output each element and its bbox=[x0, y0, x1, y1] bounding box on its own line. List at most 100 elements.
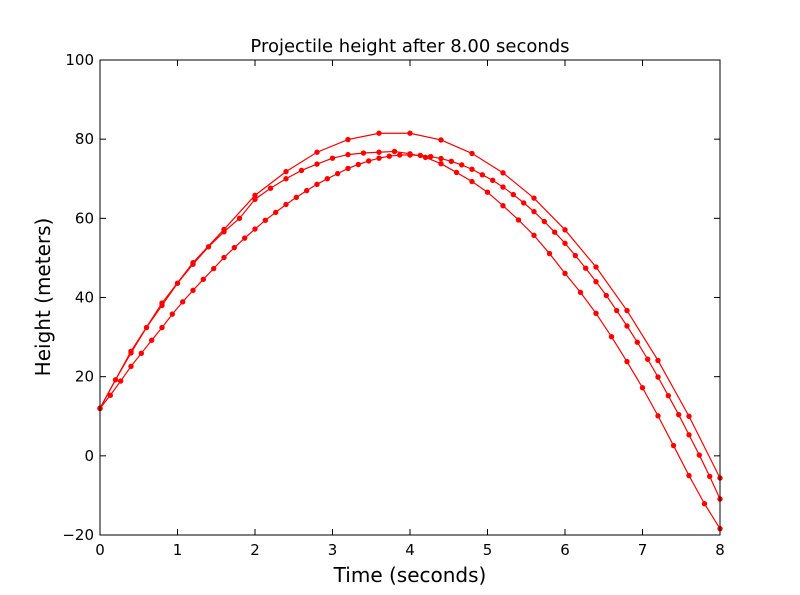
series-2-point-23 bbox=[334, 170, 341, 177]
series-2-point-48 bbox=[593, 278, 599, 285]
x-tick-label-8: 8 bbox=[715, 541, 725, 559]
series-1-point-9 bbox=[236, 215, 243, 222]
series-1-point-4 bbox=[159, 302, 165, 309]
series-0-point-9 bbox=[376, 130, 382, 136]
series-1-point-27 bbox=[515, 217, 522, 223]
x-axis: 0 1 2 3 4 5 6 7 8 bbox=[95, 60, 725, 559]
series-2-point-54 bbox=[655, 374, 661, 380]
x-tick-label-6: 6 bbox=[560, 541, 570, 559]
series-2-point-7 bbox=[169, 311, 176, 317]
series-2-point-10 bbox=[200, 276, 207, 282]
series-1-point-24 bbox=[469, 178, 475, 185]
series-2-point-34 bbox=[448, 158, 455, 165]
series-2-point-31 bbox=[417, 152, 424, 159]
series-1-point-8 bbox=[221, 229, 227, 235]
y-tick-label-3: 40 bbox=[75, 289, 94, 307]
series-2-point-12 bbox=[221, 254, 227, 261]
series-2-point-44 bbox=[551, 229, 558, 235]
series-2-point-59 bbox=[706, 473, 713, 480]
series-1-point-18 bbox=[376, 149, 382, 155]
x-tick-label-2: 2 bbox=[250, 541, 260, 559]
series-2-point-26 bbox=[365, 158, 372, 164]
series-2-point-53 bbox=[644, 356, 651, 362]
series-1-point-37 bbox=[670, 442, 677, 449]
series-1-point-15 bbox=[329, 155, 336, 161]
series-1-point-29 bbox=[546, 250, 553, 257]
series-1-point-39 bbox=[701, 501, 708, 507]
series-2-point-52 bbox=[634, 339, 641, 345]
series-2-point-40 bbox=[510, 191, 517, 198]
series-1-point-30 bbox=[562, 270, 568, 277]
series-1-point-25 bbox=[484, 189, 491, 195]
series-1-point-22 bbox=[438, 161, 444, 167]
series-2-point-1 bbox=[107, 392, 114, 398]
series-2-point-45 bbox=[562, 240, 568, 246]
series-1-point-31 bbox=[577, 289, 584, 296]
series-0-point-18 bbox=[655, 357, 661, 364]
series-1-point-7 bbox=[205, 244, 212, 250]
series-2-point-16 bbox=[262, 217, 269, 224]
y-tick-label-6: 100 bbox=[65, 51, 94, 69]
series-1-point-5 bbox=[174, 280, 181, 286]
series-2-point-43 bbox=[541, 218, 548, 225]
series-1-point-34 bbox=[624, 358, 630, 365]
y-tick-label-0: −20 bbox=[62, 526, 94, 544]
series-1-point-38 bbox=[686, 472, 692, 479]
series-1-point-11 bbox=[267, 185, 274, 191]
series-2-point-4 bbox=[138, 350, 145, 357]
series-2-point-47 bbox=[582, 265, 589, 271]
series-2-point-39 bbox=[500, 184, 506, 190]
series-1-point-19 bbox=[391, 148, 398, 155]
series-2-point-37 bbox=[479, 172, 486, 178]
series-1-point-12 bbox=[283, 176, 289, 182]
series-2-point-22 bbox=[324, 176, 331, 182]
series-2-point-13 bbox=[231, 244, 238, 251]
series-2-point-32 bbox=[427, 153, 434, 160]
series-1-point-26 bbox=[500, 202, 506, 209]
series-2-point-3 bbox=[128, 363, 134, 370]
series-2-point-38 bbox=[489, 177, 496, 184]
series-2-point-9 bbox=[190, 287, 196, 294]
series-2-point-36 bbox=[469, 166, 475, 172]
x-tick-label-1: 1 bbox=[173, 541, 183, 559]
series-2-point-30 bbox=[407, 152, 413, 158]
series-2-point-46 bbox=[572, 252, 579, 259]
y-tick-label-4: 60 bbox=[75, 209, 94, 227]
series-2-point-57 bbox=[686, 432, 692, 438]
x-tick-label-0: 0 bbox=[95, 541, 105, 559]
series-2-point-15 bbox=[252, 226, 258, 232]
y-tick-label-5: 80 bbox=[75, 130, 94, 148]
series-2-point-42 bbox=[531, 208, 537, 215]
series-0-point-15 bbox=[562, 227, 568, 233]
series-2-point-28 bbox=[386, 153, 393, 159]
series-2-point-20 bbox=[303, 187, 310, 194]
x-tick-label-3: 3 bbox=[328, 541, 338, 559]
series-2-point-6 bbox=[159, 324, 165, 331]
series-0-point-6 bbox=[283, 168, 289, 175]
series-layer bbox=[97, 130, 723, 532]
series-2-point-58 bbox=[696, 452, 703, 458]
series-1-point-1 bbox=[112, 377, 119, 383]
y-tick-label-2: 20 bbox=[75, 368, 94, 386]
series-1-point-13 bbox=[298, 167, 305, 174]
series-2-point-51 bbox=[624, 323, 630, 329]
series-2-point-2 bbox=[117, 378, 124, 384]
series-1-point-2 bbox=[128, 350, 134, 356]
series-2-point-18 bbox=[283, 201, 289, 208]
series-2-point-41 bbox=[520, 200, 527, 206]
series-2-point-27 bbox=[376, 155, 382, 161]
series-2-point-14 bbox=[241, 235, 248, 241]
y-axis: −20 0 20 40 60 80 100 bbox=[62, 51, 720, 544]
series-1-point-17 bbox=[360, 150, 367, 156]
series-0-point-14 bbox=[531, 195, 537, 201]
series-2-point-29 bbox=[396, 152, 403, 158]
y-axis-title: Height (meters) bbox=[31, 218, 55, 377]
series-0-point-19 bbox=[686, 413, 692, 419]
x-tick-label-7: 7 bbox=[638, 541, 648, 559]
x-tick-label-4: 4 bbox=[405, 541, 415, 559]
series-2-point-21 bbox=[314, 181, 320, 187]
series-0-point-7 bbox=[314, 149, 320, 155]
series-1-point-23 bbox=[453, 169, 460, 176]
series-1-point-16 bbox=[345, 151, 351, 158]
